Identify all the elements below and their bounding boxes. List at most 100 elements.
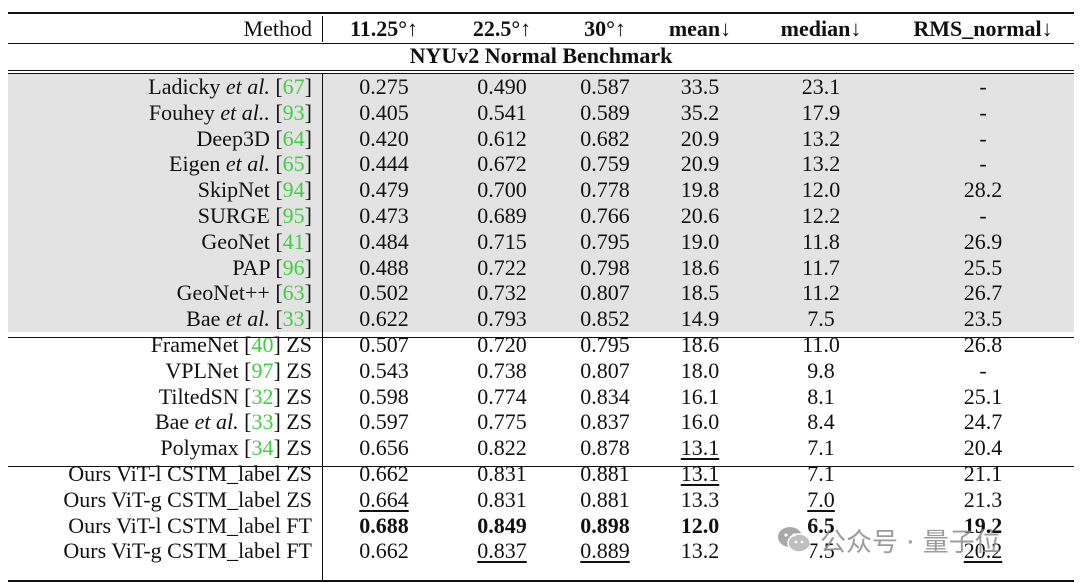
value-cell: 20.6 — [680, 203, 720, 228]
value-cell: 7.1 — [807, 435, 835, 461]
value-cell: 0.479 — [359, 177, 409, 203]
citation-link[interactable]: 32 — [251, 383, 274, 409]
value-cell: 20.4 — [963, 435, 1003, 461]
value-cell: 0.405 — [359, 99, 409, 125]
method-name: Ladicky — [148, 74, 221, 99]
method-name: Ours ViT-l CSTM_label FT — [68, 512, 312, 538]
value-cell: 12.0 — [680, 512, 720, 538]
value-cell: 19.2 — [963, 512, 1003, 538]
citation-link[interactable]: 67 — [282, 74, 305, 99]
table-row: VPLNet [97] ZS 0.543 0.738 0.807 18.0 9.8 - — [8, 358, 1074, 384]
method-cell: GeoNet [41] — [201, 228, 312, 254]
method-etal: et al. — [220, 151, 270, 177]
value-cell: 11.8 — [802, 228, 840, 254]
method-name: Deep3D — [196, 125, 270, 151]
value-cell: 0.507 — [359, 332, 409, 357]
value-cell: 33.5 — [680, 74, 720, 99]
citation-link[interactable]: 93 — [282, 99, 305, 125]
method-divider — [322, 74, 323, 582]
value-cell: 0.589 — [580, 99, 630, 125]
citation-link[interactable]: 94 — [282, 177, 305, 203]
value-cell: 0.720 — [477, 332, 527, 357]
citation-link[interactable]: 96 — [282, 254, 305, 280]
value-cell: 0.689 — [477, 203, 527, 228]
bottom-rule — [8, 580, 1074, 582]
value-cell: 0.834 — [580, 383, 630, 409]
value-cell: 0.473 — [359, 203, 409, 228]
value-cell: 0.715 — [477, 228, 527, 254]
citation-link[interactable]: 95 — [282, 203, 305, 228]
table-row: Polymax [34] ZS 0.656 0.822 0.878 13.1 7.1 20.… — [8, 435, 1074, 461]
value-cell: 0.759 — [580, 151, 630, 177]
citation-link[interactable]: 97 — [251, 357, 274, 383]
value-cell: 20.9 — [680, 151, 720, 177]
rule-under-header — [8, 43, 1074, 44]
value-cell: 0.831 — [477, 486, 527, 512]
value-cell: - — [979, 151, 987, 177]
method-setting: ZS — [280, 435, 312, 461]
citation-link[interactable]: 33 — [282, 306, 305, 332]
value-cell: 0.822 — [477, 435, 527, 461]
method-cell: Polymax [34] ZS — [160, 435, 312, 461]
method-cell: Bae et al. [33] — [186, 306, 312, 332]
table-row: Ours ViT-g CSTM_label FT 0.662 0.837 0.889 1… — [8, 538, 1074, 564]
citation-link[interactable]: 63 — [282, 280, 305, 306]
value-cell: 17.9 — [801, 99, 841, 125]
table-row: PAP [96] 0.488 0.722 0.798 18.6 11.7 25.5 — [8, 254, 1074, 281]
method-cell: Eigen et al. [65] — [169, 151, 312, 177]
value-cell: 0.597 — [359, 409, 409, 435]
value-cell: 20.9 — [680, 125, 720, 151]
value-cell: 16.0 — [680, 409, 720, 435]
method-cell: Deep3D [64] — [196, 125, 312, 151]
value-cell: 7.1 — [807, 461, 835, 486]
value-cell: 0.881 — [580, 486, 630, 512]
rule-under-benchmark-1 — [8, 70, 1074, 71]
value-cell: 12.0 — [801, 177, 841, 203]
method-name: GeoNet++ — [176, 280, 270, 306]
method-setting: ZS — [280, 383, 312, 409]
value-cell: 0.541 — [477, 99, 527, 125]
value-cell: 0.878 — [580, 435, 630, 461]
value-cell: 23.5 — [963, 306, 1003, 332]
method-cell: Ours ViT-g CSTM_label ZS — [63, 487, 312, 513]
header-col-3: 30°↑ — [584, 16, 626, 41]
method-name: Ours ViT-g CSTM_label FT — [63, 538, 312, 564]
citation-link[interactable]: 64 — [282, 125, 305, 151]
value-cell: 8.1 — [807, 383, 835, 409]
value-cell: 0.807 — [580, 280, 630, 306]
value-cell: 0.502 — [359, 280, 409, 306]
value-cell: 20.2 — [963, 538, 1003, 564]
value-cell: 13.2 — [680, 538, 720, 564]
value-cell: 26.8 — [963, 332, 1003, 357]
rule-after-supervised — [8, 337, 1074, 338]
value-cell: 0.722 — [477, 254, 527, 280]
value-cell: 0.444 — [359, 151, 409, 177]
rule-under-benchmark-2 — [8, 73, 1074, 74]
value-cell: 26.9 — [963, 228, 1003, 254]
citation-link[interactable]: 41 — [282, 228, 305, 254]
rule-before-ours — [8, 466, 1074, 467]
method-cell: Ladicky et al. [67] — [148, 74, 312, 99]
value-cell: 0.587 — [580, 74, 630, 99]
value-cell: 0.598 — [359, 383, 409, 409]
value-cell: 21.1 — [963, 461, 1003, 486]
method-cell: Fouhey et al.. [93] — [148, 99, 312, 125]
value-cell: 0.682 — [580, 125, 630, 151]
table-row: FrameNet [40] ZS 0.507 0.720 0.795 18.6 11.0 2… — [8, 332, 1074, 358]
citation-link[interactable]: 33 — [251, 409, 274, 435]
value-cell: 13.2 — [801, 151, 841, 177]
citation-link[interactable]: 65 — [282, 151, 305, 177]
method-cell: PAP [96] — [232, 254, 312, 280]
value-cell: 25.5 — [963, 254, 1003, 280]
table-row: SURGE [95] 0.473 0.689 0.766 20.6 12.2 - — [8, 203, 1074, 229]
header-col-4: mean↓ — [668, 16, 732, 41]
value-cell: 0.837 — [580, 409, 630, 435]
citation-link[interactable]: 34 — [251, 435, 274, 461]
table-row: Ours ViT-l CSTM_label FT 0.688 0.849 0.898 1… — [8, 513, 1074, 539]
value-cell: 18.6 — [680, 332, 720, 357]
citation-link[interactable]: 40 — [251, 332, 274, 357]
method-name: SURGE — [197, 203, 270, 228]
method-cell: GeoNet++ [63] — [176, 280, 312, 306]
value-cell: 0.612 — [477, 125, 527, 151]
header-col-5: median↓ — [780, 16, 862, 41]
